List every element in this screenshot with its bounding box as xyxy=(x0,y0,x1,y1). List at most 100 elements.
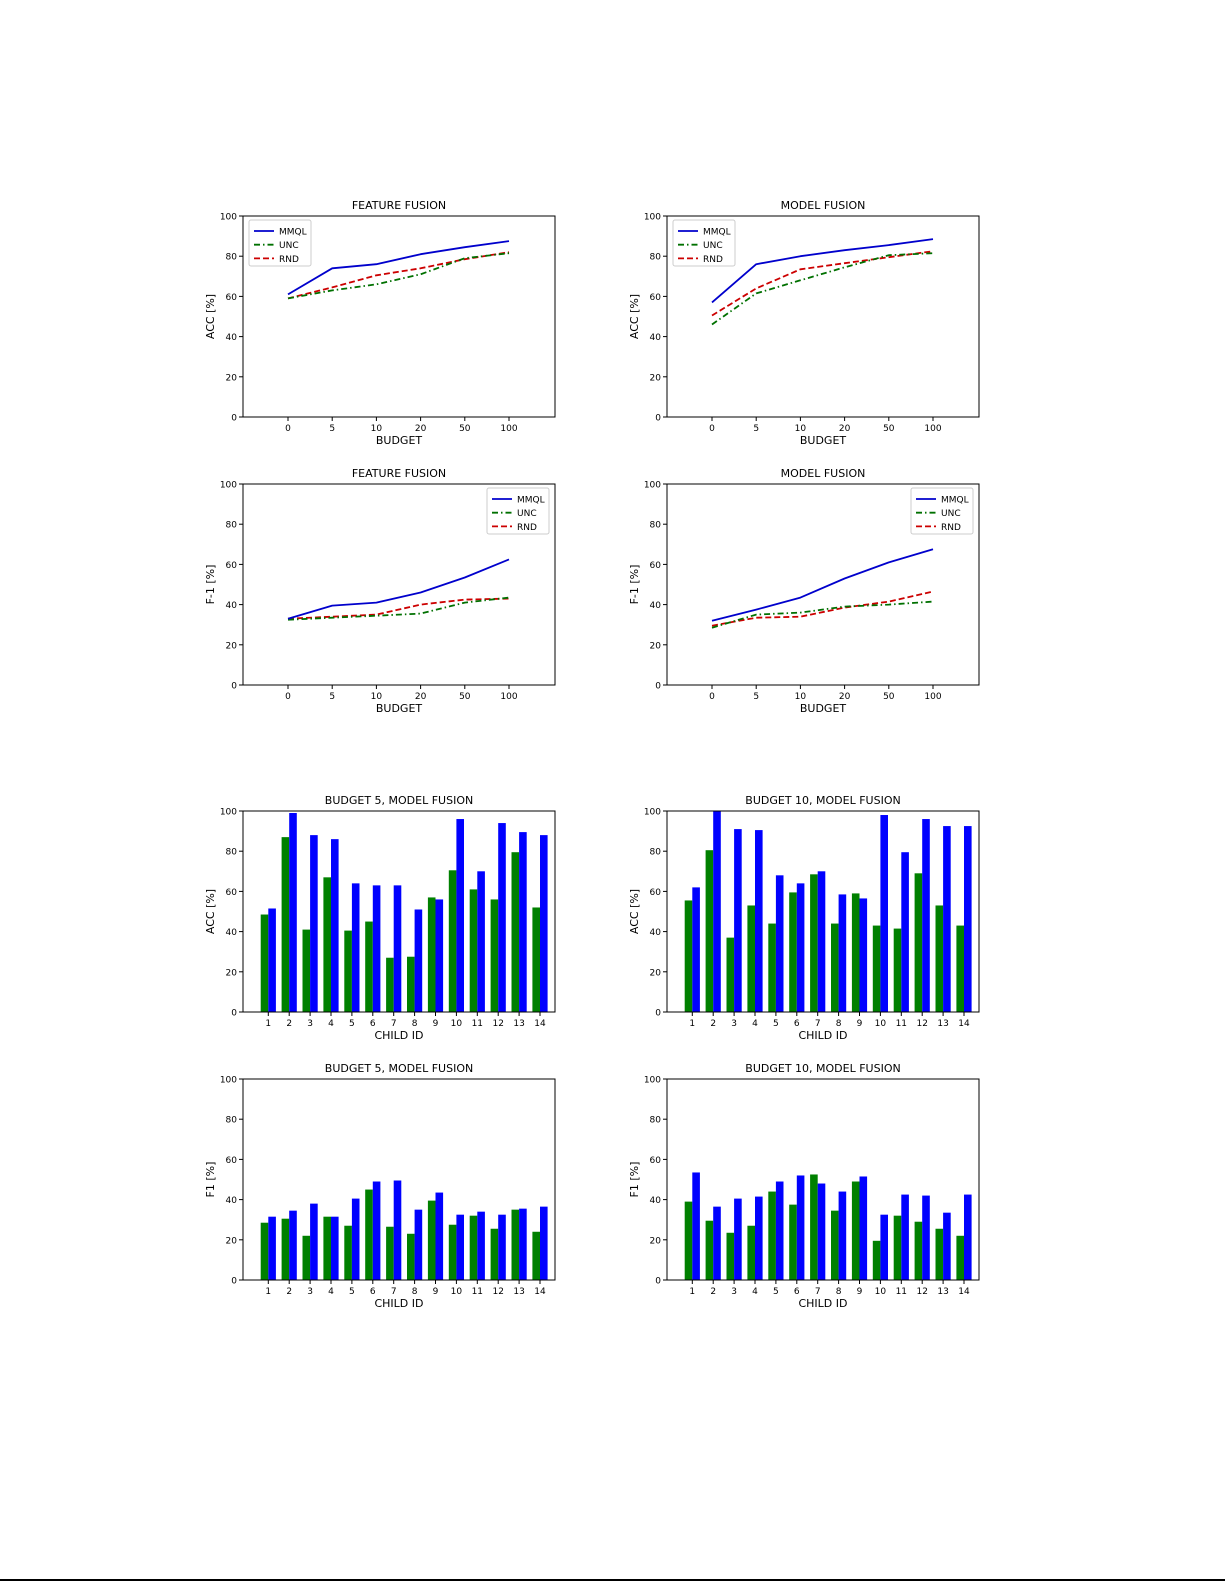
x-tick-label: 2 xyxy=(286,1019,292,1029)
chart-title: BUDGET 10, MODEL FUSION xyxy=(745,1062,900,1075)
y-axis-label: ACC [%] xyxy=(204,889,217,934)
bar-blue xyxy=(755,1196,763,1280)
bar-green xyxy=(956,1235,964,1280)
y-tick-label: 80 xyxy=(650,848,662,858)
x-tick-label: 100 xyxy=(500,692,517,702)
bar-blue xyxy=(692,1172,700,1280)
bar-blue xyxy=(540,1206,548,1280)
y-axis-label: F1 [%] xyxy=(628,1162,641,1198)
bar-green xyxy=(851,893,860,1012)
y-tick-label: 0 xyxy=(231,1009,237,1019)
legend-label-unc: UNC xyxy=(517,509,537,519)
chart-title: MODEL FUSION xyxy=(781,199,866,212)
bar-blue xyxy=(289,1210,297,1280)
x-tick-label: 8 xyxy=(836,1019,842,1029)
x-tick-label: 10 xyxy=(371,692,383,702)
y-tick-label: 60 xyxy=(650,293,662,303)
chart-title: BUDGET 5, MODEL FUSION xyxy=(325,1062,473,1075)
legend-label-unc: UNC xyxy=(279,241,299,251)
x-tick-label: 9 xyxy=(433,1287,439,1297)
bar-blue xyxy=(734,829,742,1012)
bar-green xyxy=(935,905,944,1012)
bar-blue xyxy=(351,883,360,1012)
y-tick-label: 60 xyxy=(226,1156,238,1166)
y-axis-label: ACC [%] xyxy=(204,294,217,339)
chart-panel-6: BUDGET 10, MODEL FUSION 0 20 40 60 80 100 ACC [… xyxy=(628,794,980,1042)
series-line-mmql xyxy=(711,548,934,622)
bar-blue xyxy=(477,871,485,1012)
x-tick-label: 7 xyxy=(391,1287,397,1297)
chart-title: BUDGET 10, MODEL FUSION xyxy=(745,794,900,807)
bar-green xyxy=(511,1209,520,1280)
x-tick-label: 11 xyxy=(896,1019,907,1029)
x-tick-label: 12 xyxy=(916,1019,927,1029)
x-tick-label: 5 xyxy=(329,424,335,434)
y-axis-label: ACC [%] xyxy=(628,889,641,934)
x-tick-label: 10 xyxy=(451,1287,463,1297)
y-tick-label: 40 xyxy=(650,333,662,343)
bar-green xyxy=(810,1174,818,1280)
bar-blue xyxy=(456,1214,464,1280)
bar-green xyxy=(831,923,839,1012)
y-tick-label: 20 xyxy=(650,968,662,978)
bar-blue xyxy=(414,1209,423,1280)
bar-green xyxy=(747,1225,755,1280)
bar-green xyxy=(281,1218,290,1280)
bar-blue xyxy=(289,813,297,1012)
y-tick-label: 40 xyxy=(226,333,238,343)
bar-blue xyxy=(796,883,805,1012)
x-tick-label: 7 xyxy=(815,1287,821,1297)
bar-blue xyxy=(692,887,700,1012)
x-tick-label: 10 xyxy=(795,424,807,434)
legend-label-unc: UNC xyxy=(941,509,961,519)
x-tick-label: 10 xyxy=(451,1019,463,1029)
bar-green xyxy=(532,907,540,1012)
x-tick-label: 20 xyxy=(415,692,427,702)
bar-green xyxy=(726,937,735,1012)
bar-blue xyxy=(268,908,276,1012)
bar-green xyxy=(511,852,520,1012)
x-tick-label: 50 xyxy=(459,692,471,702)
bar-green xyxy=(260,914,269,1012)
y-tick-label: 100 xyxy=(644,213,661,223)
x-axis-label: BUDGET xyxy=(376,702,423,715)
bar-blue xyxy=(519,832,527,1012)
bar-blue xyxy=(838,1191,847,1280)
legend-label-mmql: MMQL xyxy=(517,496,545,506)
y-tick-label: 80 xyxy=(226,848,238,858)
y-tick-label: 20 xyxy=(650,373,662,383)
x-tick-label: 0 xyxy=(285,424,291,434)
x-tick-label: 4 xyxy=(328,1287,334,1297)
x-tick-label: 13 xyxy=(513,1287,524,1297)
bar-green xyxy=(323,1216,331,1280)
bar-blue xyxy=(268,1216,276,1280)
bar-green xyxy=(365,1189,373,1280)
bar-green xyxy=(810,874,818,1012)
bar-blue xyxy=(393,885,402,1012)
legend-label-rnd: RND xyxy=(703,255,723,265)
x-tick-label: 9 xyxy=(857,1019,863,1029)
bar-blue xyxy=(838,894,847,1012)
bar-blue xyxy=(880,815,888,1012)
bar-blue xyxy=(414,909,423,1012)
x-tick-label: 5 xyxy=(349,1287,355,1297)
bar-blue xyxy=(734,1198,742,1280)
x-tick-label: 20 xyxy=(839,424,851,434)
bar-green xyxy=(427,897,436,1012)
bar-blue xyxy=(540,835,548,1012)
x-tick-label: 6 xyxy=(370,1019,376,1029)
y-tick-label: 0 xyxy=(231,414,237,424)
y-tick-label: 80 xyxy=(650,521,662,531)
legend-label-unc: UNC xyxy=(703,241,723,251)
y-tick-label: 60 xyxy=(650,1156,662,1166)
series-line-rnd xyxy=(711,250,934,317)
bar-green xyxy=(407,1233,415,1280)
x-tick-label: 10 xyxy=(795,692,807,702)
plot-frame xyxy=(242,483,556,686)
y-tick-label: 0 xyxy=(655,682,661,692)
y-tick-label: 40 xyxy=(226,1196,238,1206)
y-axis-label: F1 [%] xyxy=(204,1162,217,1198)
x-tick-label: 0 xyxy=(285,692,291,702)
bar-green xyxy=(747,905,755,1012)
y-tick-label: 100 xyxy=(644,1076,661,1086)
